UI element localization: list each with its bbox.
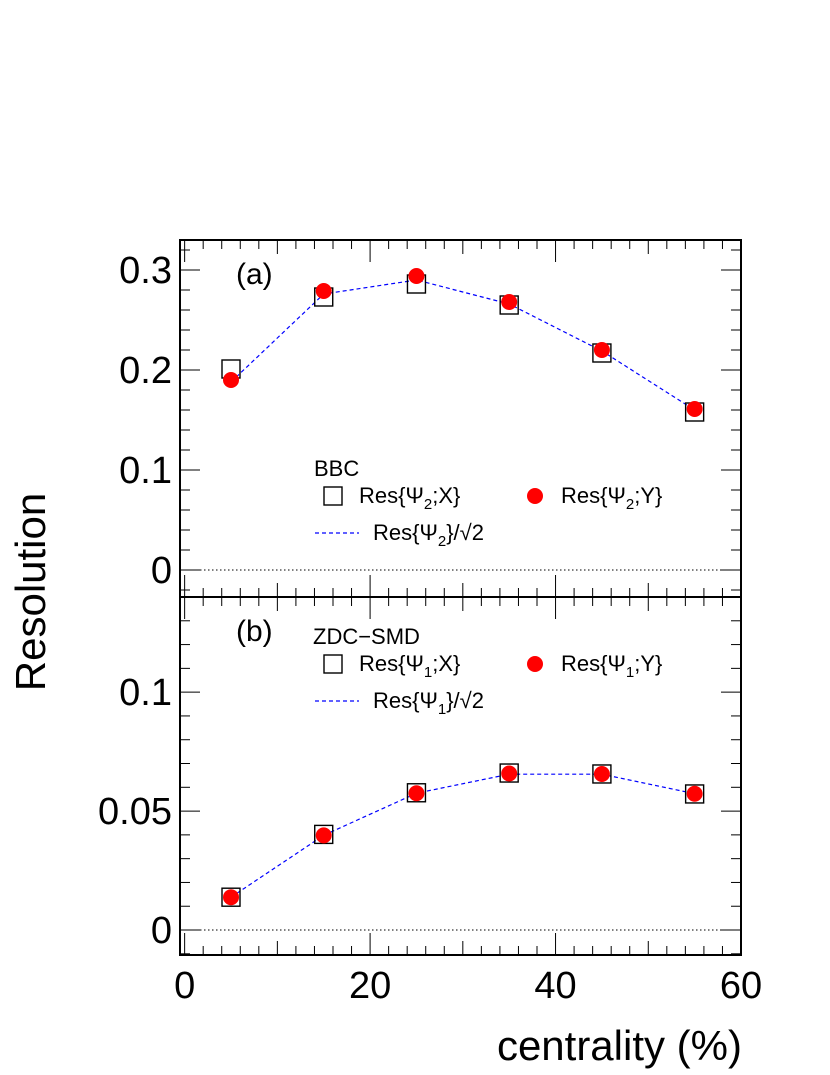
legend-entry-x: Res{Ψ2;X} bbox=[323, 483, 460, 513]
circle-point bbox=[593, 342, 610, 358]
series-fit-line bbox=[230, 773, 695, 898]
x-axis-title: centrality (%) bbox=[497, 1022, 742, 1069]
legend-circle-icon bbox=[527, 656, 543, 672]
legend-label: Res{Ψ2;Y} bbox=[561, 483, 662, 513]
circle-point bbox=[501, 294, 518, 310]
legend-title: ZDC−SMD bbox=[313, 624, 420, 649]
legend-square-icon bbox=[323, 654, 343, 674]
x-tick-label: 0 bbox=[174, 965, 195, 1007]
legend-title: BBC bbox=[314, 456, 359, 481]
square-point bbox=[406, 783, 427, 803]
x-tick-label: 20 bbox=[349, 965, 391, 1007]
x-tick-label: 40 bbox=[534, 965, 576, 1007]
y-tick-label: 0 bbox=[151, 550, 172, 592]
circle-point bbox=[408, 785, 425, 802]
series-squares bbox=[221, 763, 705, 907]
series-squares bbox=[221, 274, 705, 422]
legend-square-icon bbox=[323, 486, 343, 506]
square-point bbox=[684, 784, 705, 804]
series-circles bbox=[223, 765, 703, 906]
series-fit-line bbox=[230, 279, 695, 411]
circle-point bbox=[408, 268, 425, 284]
legend-label: Res{Ψ1}/√2 bbox=[373, 688, 484, 718]
circle-point bbox=[223, 889, 239, 906]
y-tick-label: 0.3 bbox=[119, 250, 172, 292]
legend-label: Res{Ψ2}/√2 bbox=[373, 520, 484, 550]
circle-point bbox=[315, 827, 332, 844]
circle-point bbox=[686, 401, 703, 417]
panel-label: (a) bbox=[236, 258, 273, 291]
circle-point bbox=[223, 372, 239, 388]
y-tick-label: 0.1 bbox=[119, 672, 172, 714]
y-tick-label: 0 bbox=[151, 910, 172, 952]
legend-label: Res{Ψ1;X} bbox=[359, 651, 460, 681]
legend-circle-icon bbox=[527, 488, 543, 504]
square-point bbox=[499, 763, 519, 783]
legend-entry-y: Res{Ψ1;Y} bbox=[527, 651, 662, 681]
panel-label: (b) bbox=[236, 615, 273, 648]
circle-point bbox=[501, 765, 518, 782]
legend-entry-y: Res{Ψ2;Y} bbox=[527, 483, 662, 513]
legend-label: Res{Ψ1;Y} bbox=[561, 651, 662, 681]
square-point bbox=[221, 887, 241, 907]
y-tick-label: 0.05 bbox=[98, 791, 172, 833]
y-tick-label: 0.1 bbox=[119, 450, 172, 492]
x-axis: 0 20 40 60 bbox=[174, 965, 762, 1007]
circle-point bbox=[315, 283, 332, 299]
square-point bbox=[592, 764, 612, 784]
y-ticks bbox=[180, 240, 742, 597]
series-circles bbox=[223, 268, 703, 417]
square-point bbox=[314, 824, 334, 845]
legend-label: Res{Ψ2;X} bbox=[359, 483, 460, 513]
y-tick-label: 0.2 bbox=[119, 350, 172, 392]
y-axis-title: Resolution bbox=[7, 493, 54, 691]
panel-frame bbox=[179, 596, 742, 956]
legend-entry-x: Res{Ψ1;X} bbox=[323, 651, 460, 681]
circle-point bbox=[686, 785, 703, 802]
x-tick-label: 60 bbox=[720, 965, 762, 1007]
circle-point bbox=[593, 765, 610, 782]
legend-entry-fit: Res{Ψ2}/√2 bbox=[315, 520, 484, 550]
legend-entry-fit: Res{Ψ1}/√2 bbox=[315, 688, 484, 718]
y-ticks bbox=[180, 596, 742, 955]
